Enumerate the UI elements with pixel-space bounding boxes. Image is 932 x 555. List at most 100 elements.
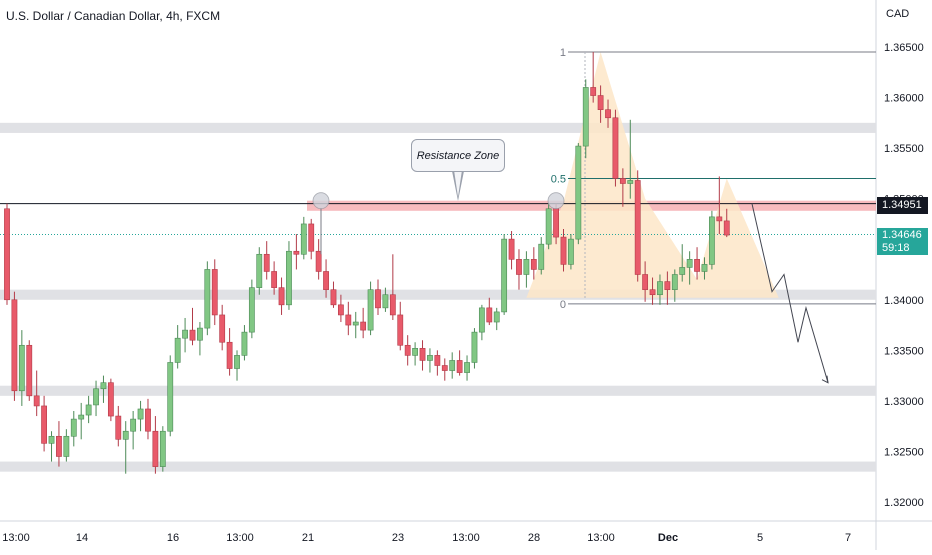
candle-up <box>382 294 389 309</box>
support-zone-band <box>0 385 876 396</box>
candle-down <box>107 382 114 417</box>
candle-down <box>456 360 463 373</box>
candle-up <box>464 362 470 373</box>
candle-up <box>501 238 508 313</box>
candle-down <box>597 95 604 110</box>
y-tick-label: 1.34000 <box>884 295 924 307</box>
candle-up <box>449 360 456 371</box>
candle-up <box>63 435 70 457</box>
y-tick-label: 1.33500 <box>884 345 924 357</box>
candle-up <box>130 418 137 432</box>
candle-down <box>649 289 656 296</box>
candle-up <box>159 430 166 467</box>
last-close-price-tag: 1.34951 <box>877 197 928 214</box>
x-tick-label: Dec <box>658 532 678 544</box>
candle-up <box>367 289 374 331</box>
callout-pointer-fill <box>454 170 462 197</box>
candle-down <box>486 307 493 323</box>
candle-up <box>234 355 240 369</box>
candle-up <box>538 243 545 270</box>
candle-down <box>560 236 567 265</box>
candle-down <box>404 344 411 356</box>
candle-up <box>686 259 693 268</box>
candle-down <box>33 395 40 407</box>
support-zone-band <box>0 122 876 133</box>
candle-down <box>56 435 62 457</box>
y-tick-label: 1.36500 <box>884 42 924 54</box>
fib-level-label: 0 <box>560 299 566 311</box>
candle-up <box>671 274 678 290</box>
candle-down <box>11 299 18 392</box>
candle-up <box>575 145 582 240</box>
x-tick-label: 7 <box>845 532 851 544</box>
candle-up <box>493 311 500 323</box>
candle-up <box>85 404 92 416</box>
current-price-value: 1.34646 <box>882 229 922 241</box>
candle-down <box>434 355 441 366</box>
fib-level-label: 0.5 <box>551 173 566 185</box>
candle-down <box>26 344 33 397</box>
x-tick-label: 14 <box>76 532 88 544</box>
candle-up <box>412 348 418 356</box>
x-tick-label: 23 <box>392 532 404 544</box>
candle-down <box>360 321 367 331</box>
candle-up <box>256 253 263 288</box>
candle-up <box>545 208 552 245</box>
candle-down <box>619 178 626 184</box>
candle-down <box>375 289 381 309</box>
candle-down <box>508 238 515 260</box>
candle-up <box>204 269 211 329</box>
candle-up <box>701 264 708 272</box>
candle-down <box>612 117 619 179</box>
candle-down <box>263 253 270 272</box>
touch-marker <box>547 192 565 210</box>
candle-down <box>278 287 285 306</box>
candle-down <box>441 365 448 371</box>
y-tick-label: 1.36000 <box>884 93 924 105</box>
candle-down <box>41 405 47 444</box>
candle-up <box>657 281 663 296</box>
y-tick-label: 1.35500 <box>884 143 924 155</box>
candle-up <box>100 382 107 390</box>
resistance-zone-callout[interactable]: Resistance Zone <box>411 139 505 172</box>
candle-up <box>286 250 292 306</box>
candle-up <box>182 329 188 339</box>
candle-up <box>70 418 77 437</box>
candle-down <box>293 250 300 255</box>
candle-down <box>152 430 159 467</box>
candle-up <box>78 414 85 420</box>
candle-down <box>330 289 337 306</box>
candle-down <box>605 109 611 119</box>
candle-down <box>115 415 122 440</box>
candle-up <box>197 327 203 341</box>
candle-up <box>478 307 485 333</box>
candle-down <box>271 271 278 288</box>
support-zone-band <box>0 289 876 300</box>
candle-down <box>345 314 352 326</box>
candle-down <box>315 250 322 272</box>
candle-down <box>694 259 700 272</box>
candle-down <box>337 304 344 316</box>
pattern-shading <box>526 52 779 298</box>
candle-down <box>530 259 537 270</box>
chart-title: U.S. Dollar / Canadian Dollar, 4h, FXCM <box>6 9 221 23</box>
candle-down <box>516 259 522 275</box>
candle-down <box>590 87 597 96</box>
x-tick-label: 13:00 <box>452 532 480 544</box>
candle-up <box>300 223 307 255</box>
candle-down <box>634 180 641 275</box>
candle-up <box>167 362 174 432</box>
touch-marker <box>312 192 330 210</box>
candle-down <box>323 271 329 290</box>
projection-path <box>751 203 829 383</box>
current-price-tag: 1.34646 59:18 <box>877 228 928 255</box>
candle-up <box>174 337 181 363</box>
candle-down <box>211 269 218 316</box>
x-tick-label: 16 <box>167 532 179 544</box>
candle-down <box>145 408 151 432</box>
candle-down <box>723 220 730 236</box>
candle-down <box>397 314 404 346</box>
support-zone-band <box>0 461 876 472</box>
